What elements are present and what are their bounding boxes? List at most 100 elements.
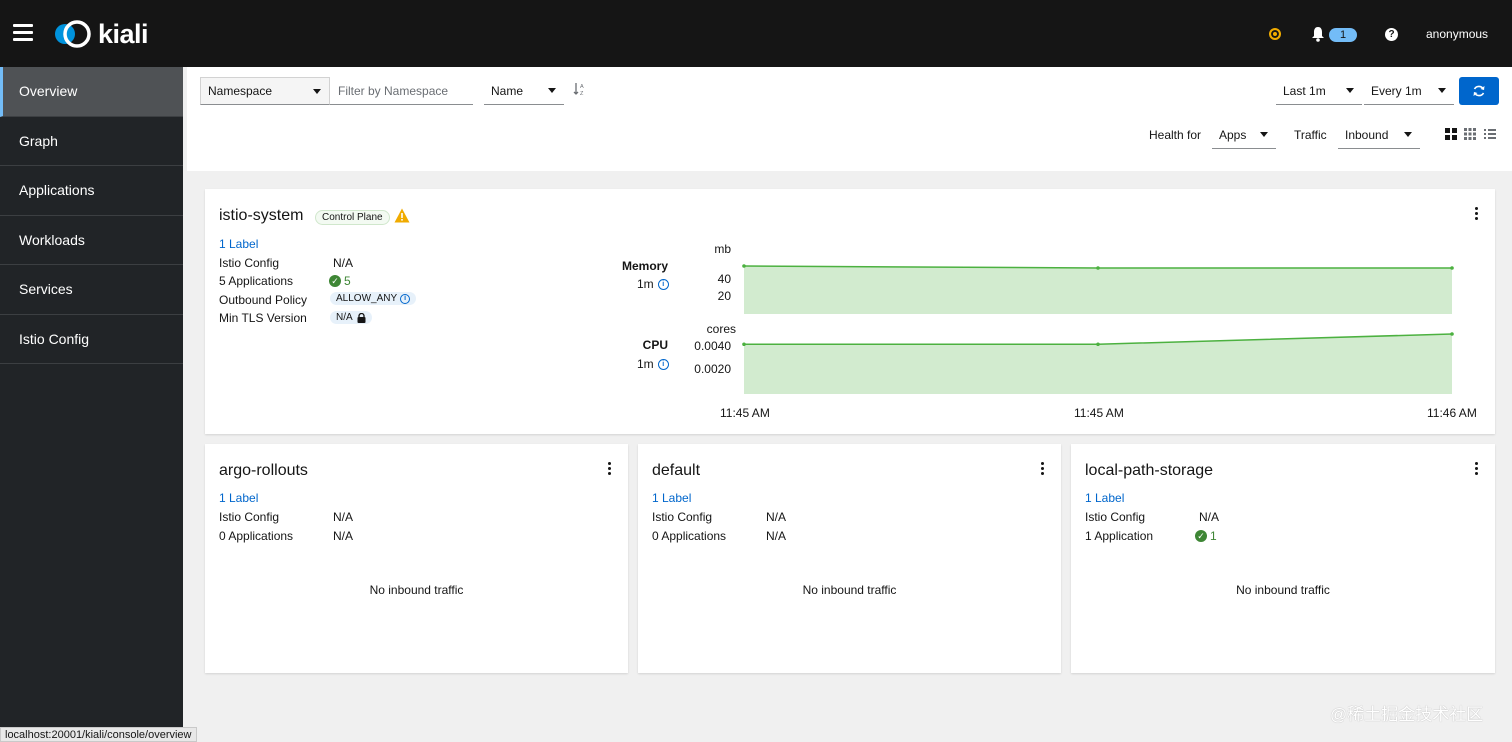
min-tls-value: N/A	[336, 312, 353, 323]
hamburger-menu-icon[interactable]	[13, 24, 33, 42]
labels-link[interactable]: 1 Label	[1085, 491, 1125, 505]
sort-field-select[interactable]: Name	[484, 77, 564, 105]
user-menu[interactable]: anonymous	[1426, 27, 1489, 41]
sidebar-item-overview[interactable]: Overview	[0, 67, 183, 117]
duration-select[interactable]: Last 1m	[1276, 77, 1362, 105]
compact-view-icon[interactable]	[1464, 128, 1476, 140]
kiali-logo-icon	[55, 20, 91, 48]
sidebar-item-graph[interactable]: Graph	[0, 117, 183, 166]
health-for-value: Apps	[1219, 127, 1247, 142]
caret-down-icon	[1404, 132, 1412, 137]
applications-count: 1	[1210, 529, 1217, 543]
applications-value: N/A	[766, 529, 787, 543]
applications-label: 1 Application	[1085, 529, 1154, 543]
notification-count-badge[interactable]: 1	[1329, 28, 1357, 42]
namespace-title[interactable]: local-path-storage	[1085, 462, 1214, 479]
outbound-policy-value: ALLOW_ANY	[336, 293, 398, 304]
labels-link[interactable]: 1 Label	[219, 237, 259, 251]
memory-data-point	[1096, 266, 1100, 270]
refresh-button[interactable]	[1459, 77, 1499, 105]
refresh-interval-select[interactable]: Every 1m	[1364, 77, 1454, 105]
kiali-logo[interactable]: kiali	[52, 18, 149, 50]
memory-period: 1m i	[637, 277, 669, 291]
watermark: @稀土掘金技术社区	[1330, 705, 1484, 724]
logo-text: kiali	[98, 18, 149, 49]
caret-down-icon	[1438, 88, 1446, 93]
sidebar-item-applications[interactable]: Applications	[0, 166, 183, 216]
memory-y-tick: 20	[717, 289, 731, 303]
check-circle-icon: ✓	[329, 275, 341, 287]
info-icon[interactable]: i	[657, 278, 669, 290]
namespace-title[interactable]: argo-rollouts	[219, 462, 308, 479]
help-icon[interactable]: ?	[1385, 28, 1398, 41]
labels-link[interactable]: 1 Label	[219, 491, 259, 505]
metrics-charts	[742, 264, 1454, 394]
check-circle-icon: ✓	[1195, 530, 1207, 542]
sidebar-item-workloads[interactable]: Workloads	[0, 216, 183, 265]
refresh-interval-value: Every 1m	[1371, 83, 1422, 98]
applications-label: 0 Applications	[652, 529, 727, 543]
applications-value: N/A	[333, 529, 354, 543]
istio-config-label: Istio Config	[652, 510, 713, 524]
caret-down-icon	[313, 89, 321, 94]
outbound-policy-label: Outbound Policy	[219, 293, 308, 307]
warning-triangle-icon[interactable]	[394, 208, 410, 223]
sidebar-nav: Overview Graph Applications Workloads Se…	[0, 67, 183, 742]
kebab-menu-icon[interactable]	[1475, 207, 1479, 222]
traffic-direction-select[interactable]: Inbound	[1338, 121, 1420, 149]
x-axis-tick: 11:45 AM	[720, 406, 770, 420]
namespace-title[interactable]: istio-system	[219, 207, 304, 224]
sidebar-item-istio-config[interactable]: Istio Config	[0, 315, 183, 364]
sidebar-item-services[interactable]: Services	[0, 265, 183, 315]
labels-link[interactable]: 1 Label	[652, 491, 692, 505]
control-plane-card: istio-system Control Plane 1 Label Istio…	[205, 189, 1495, 434]
memory-area	[744, 266, 1452, 314]
istio-config-label: Istio Config	[219, 256, 280, 270]
expand-view-icon[interactable]	[1445, 128, 1457, 140]
cpu-data-point	[1450, 332, 1454, 336]
applications-health[interactable]: ✓ 1	[1195, 529, 1217, 543]
no-traffic-message: No inbound traffic	[802, 583, 897, 597]
sort-field-value: Name	[491, 83, 524, 98]
cpu-unit-label: cores	[706, 322, 736, 336]
info-icon[interactable]: i	[400, 293, 411, 304]
istio-config-label: Istio Config	[219, 510, 280, 524]
memory-data-point	[1450, 266, 1454, 270]
traffic-direction-value: Inbound	[1345, 127, 1389, 142]
list-view-icon[interactable]	[1484, 128, 1496, 140]
caret-down-icon	[548, 88, 556, 93]
duration-value: Last 1m	[1283, 83, 1326, 98]
memory-y-tick: 40	[717, 272, 731, 286]
sort-alpha-icon[interactable]: A Z	[573, 82, 587, 96]
istio-config-value: N/A	[333, 510, 354, 524]
cpu-period: 1m i	[637, 357, 669, 371]
caret-down-icon	[1346, 88, 1354, 93]
no-traffic-message: No inbound traffic	[1236, 583, 1330, 597]
memory-chart-title: Memory	[621, 259, 668, 273]
bell-icon[interactable]	[1311, 26, 1325, 42]
health-for-select[interactable]: Apps	[1212, 121, 1276, 149]
applications-count: 5	[344, 274, 351, 288]
namespace-card: argo-rollouts 1 Label Istio Config N/A 0…	[205, 444, 628, 673]
namespace-filter-input[interactable]	[330, 77, 473, 105]
masthead: kiali 1 ? anonymous	[0, 0, 1512, 67]
istio-status-icon[interactable]	[1269, 28, 1281, 40]
filter-type-select[interactable]: Namespace	[200, 77, 330, 105]
kebab-menu-icon[interactable]	[1475, 462, 1479, 477]
kebab-menu-icon[interactable]	[608, 462, 612, 477]
namespace-title[interactable]: default	[652, 462, 701, 479]
health-for-label: Health for	[1149, 128, 1202, 142]
kebab-menu-icon[interactable]	[1041, 462, 1045, 477]
cpu-y-tick: 0.0020	[694, 362, 731, 376]
applications-health[interactable]: ✓ 5	[329, 274, 351, 288]
istio-config-value: N/A	[766, 510, 787, 524]
min-tls-pill: N/A	[330, 311, 372, 324]
cpu-area	[744, 334, 1452, 394]
status-bar-url: localhost:20001/kiali/console/overview	[0, 727, 197, 742]
control-plane-badge: Control Plane	[315, 210, 390, 225]
istio-config-value: N/A	[333, 256, 354, 270]
svg-text:A: A	[580, 84, 584, 90]
cpu-period-value: 1m	[637, 357, 654, 371]
istio-config-label: Istio Config	[1085, 510, 1146, 524]
info-icon[interactable]: i	[657, 358, 669, 370]
